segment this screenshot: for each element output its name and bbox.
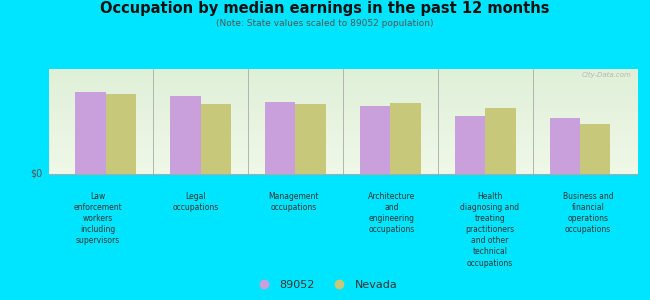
Bar	[550, 118, 580, 174]
Bar	[360, 106, 390, 174]
Text: (Note: State values scaled to 89052 population): (Note: State values scaled to 89052 popu…	[216, 20, 434, 28]
Bar	[201, 104, 231, 174]
Bar	[106, 94, 136, 174]
Text: City-Data.com: City-Data.com	[581, 72, 631, 78]
Legend: 89052, Nevada: 89052, Nevada	[248, 276, 402, 294]
Text: $0: $0	[30, 169, 42, 179]
Text: Legal
occupations: Legal occupations	[173, 192, 219, 212]
Bar	[580, 124, 610, 174]
Bar	[265, 102, 296, 174]
Text: Management
occupations: Management occupations	[268, 192, 319, 212]
Bar	[75, 92, 106, 174]
Bar	[455, 116, 485, 174]
Text: Law
enforcement
workers
including
supervisors: Law enforcement workers including superv…	[73, 192, 122, 245]
Text: Architecture
and
engineering
occupations: Architecture and engineering occupations	[369, 192, 415, 234]
Text: Occupation by median earnings in the past 12 months: Occupation by median earnings in the pas…	[100, 2, 550, 16]
Text: Business and
financial
operations
occupations: Business and financial operations occupa…	[563, 192, 614, 234]
Bar	[296, 104, 326, 174]
Bar	[170, 96, 201, 174]
Bar	[485, 108, 515, 174]
Bar	[390, 103, 421, 174]
Text: Health
diagnosing and
treating
practitioners
and other
technical
occupations: Health diagnosing and treating practitio…	[460, 192, 519, 268]
